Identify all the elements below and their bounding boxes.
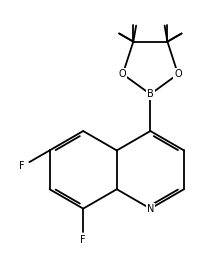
Text: F: F — [80, 236, 86, 245]
Text: O: O — [119, 69, 126, 79]
Text: O: O — [174, 69, 182, 79]
Text: N: N — [147, 204, 154, 214]
Text: F: F — [19, 161, 25, 171]
Text: B: B — [147, 89, 154, 99]
